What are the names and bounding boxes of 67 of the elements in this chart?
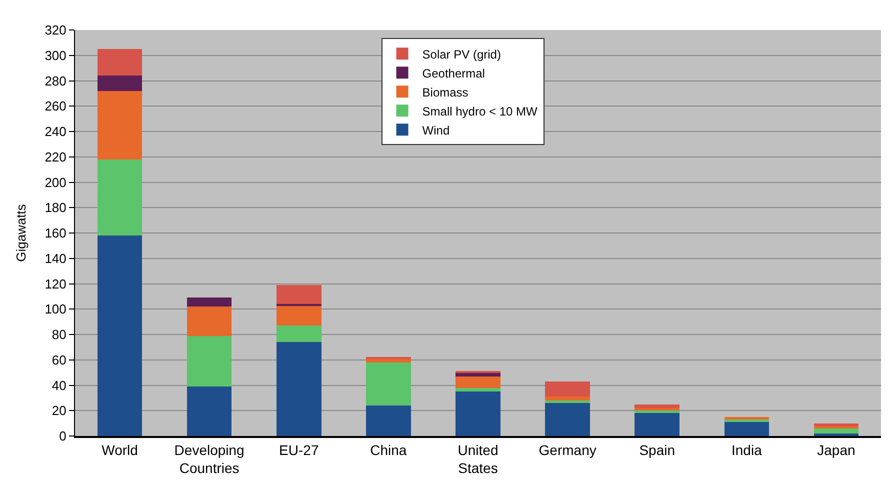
y-tick-label: 40 <box>52 378 66 393</box>
y-tick-label: 160 <box>44 226 66 241</box>
bar <box>276 342 322 436</box>
bar <box>97 159 142 236</box>
x-tick-label: Developing Countries <box>174 442 244 476</box>
bar <box>814 433 859 436</box>
legend-label: Wind <box>422 123 450 138</box>
x-tick-label: Spain <box>639 442 676 458</box>
y-tick-label: 140 <box>44 250 66 266</box>
y-tick-label: 300 <box>44 48 66 63</box>
bar <box>186 336 232 387</box>
bar <box>456 388 500 392</box>
bar <box>545 400 590 404</box>
y-tick-label: 260 <box>44 98 66 114</box>
y-tick-label: 240 <box>44 124 66 140</box>
x-tick-label: China <box>370 442 407 458</box>
bar <box>97 49 142 76</box>
x-tick-label: World <box>102 442 138 458</box>
bar <box>724 420 770 422</box>
bar <box>276 305 322 326</box>
bar <box>186 298 232 307</box>
bar <box>814 423 859 426</box>
y-tick-label: 280 <box>44 73 66 88</box>
bar <box>634 408 680 411</box>
y-tick-label: 200 <box>44 174 66 190</box>
bar <box>276 285 322 304</box>
bar <box>545 381 590 397</box>
legend-label: Small hydro < 10 MW <box>422 104 538 118</box>
y-tick-label: 220 <box>44 149 66 164</box>
legend-label: Geothermal <box>422 66 485 80</box>
bar <box>366 362 411 406</box>
bar <box>814 426 859 428</box>
bar <box>97 76 142 91</box>
legend-label: Biomass <box>422 85 468 100</box>
x-tick-label: India <box>731 442 762 458</box>
bar <box>186 386 232 436</box>
y-tick-label: 100 <box>44 302 66 317</box>
bar <box>724 422 770 436</box>
bar <box>97 236 142 436</box>
bar <box>366 358 411 362</box>
bar <box>814 428 859 434</box>
bar <box>456 372 500 376</box>
bar <box>634 410 680 414</box>
bar <box>545 396 590 400</box>
y-tick-label: 80 <box>52 327 66 342</box>
bar <box>456 392 500 436</box>
x-tick-label: United States <box>458 442 498 476</box>
bar <box>366 406 411 436</box>
bar <box>97 90 142 160</box>
bar <box>634 413 680 436</box>
legend-label: Solar PV (grid) <box>422 47 501 62</box>
y-tick-label: 20 <box>52 403 66 418</box>
bar <box>186 306 232 336</box>
y-tick-label: 120 <box>44 276 66 292</box>
bar <box>724 416 770 420</box>
x-tick-label: Japan <box>817 442 856 458</box>
y-tick-label: 180 <box>44 200 66 216</box>
x-tick-label: Germany <box>538 442 596 458</box>
y-tick-label: 0 <box>59 428 66 444</box>
x-tick-label: EU-27 <box>279 442 319 458</box>
bar <box>545 403 590 436</box>
bar <box>276 326 322 342</box>
bar <box>456 376 500 388</box>
bar <box>634 404 680 408</box>
y-tick-label: 320 <box>44 22 66 38</box>
y-axis-title: Gigawatts <box>14 204 29 262</box>
y-tick-label: 60 <box>52 352 66 368</box>
